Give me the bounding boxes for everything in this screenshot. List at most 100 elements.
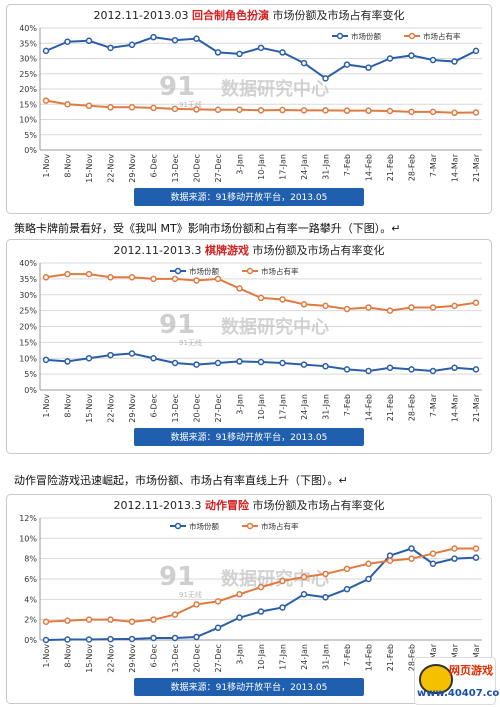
data-point <box>322 362 329 370</box>
chart-panel-3: 2012.11-2013.3 动作冒险 市场份额及市场占有率变化 0% 2% 4% 6%… <box>6 494 492 704</box>
data-point <box>193 601 200 608</box>
x-tick-label: 17-Jan <box>279 394 288 420</box>
data-point <box>236 106 243 113</box>
data-point <box>386 557 394 564</box>
data-point <box>279 577 286 585</box>
data-point <box>343 107 351 114</box>
data-point <box>64 270 71 278</box>
data-point <box>472 109 480 116</box>
legend-swatch-marker <box>408 32 416 40</box>
source-footer-text: 数据来源：91移动开放平台，2013.05 <box>171 681 328 693</box>
data-point <box>322 75 329 82</box>
x-tick-label: 24-Jan <box>300 154 309 180</box>
y-tick-label: 4% <box>24 595 37 604</box>
legend-label: 市场占有率 <box>423 31 461 41</box>
x-tick-label: 7-Feb <box>343 394 352 416</box>
x-tick-label: 27-Dec <box>214 394 223 423</box>
y-tick-label: 25% <box>19 307 37 316</box>
data-point <box>257 294 265 302</box>
data-point <box>279 106 286 114</box>
data-point <box>236 591 243 598</box>
data-point <box>42 618 50 625</box>
y-tick-label: 20% <box>19 85 37 94</box>
data-point <box>193 633 200 641</box>
x-tick-label: 29-Nov <box>128 394 137 423</box>
data-point <box>171 359 179 367</box>
data-point <box>236 614 243 621</box>
x-tick-label: 1-Nov <box>42 394 51 418</box>
data-point <box>300 107 308 114</box>
data-point <box>429 108 437 116</box>
data-point <box>107 616 114 623</box>
y-tick-label: 5% <box>24 131 37 140</box>
x-tick-label: 20-Dec <box>193 154 202 183</box>
x-tick-label: 17-Jan <box>279 644 288 670</box>
source-footer-bar <box>134 428 364 446</box>
data-point <box>279 604 286 611</box>
data-point <box>128 104 136 111</box>
x-tick-label: 20-Dec <box>193 394 202 423</box>
data-point <box>236 50 243 58</box>
watermark-text: 数据研究中心 <box>221 78 329 100</box>
data-point <box>300 361 308 368</box>
legend-label: 市场占有率 <box>261 266 299 276</box>
y-tick-label: 35% <box>19 275 37 284</box>
legend-swatch-marker <box>174 267 182 275</box>
y-tick-label: 8% <box>24 555 37 564</box>
data-point <box>408 52 415 59</box>
data-point <box>365 575 372 583</box>
data-point <box>214 275 222 283</box>
x-tick-label: 29-Nov <box>128 644 137 673</box>
data-point <box>85 636 93 643</box>
x-tick-label: 13-Dec <box>171 394 180 423</box>
watermark-logo: 91 <box>159 310 195 340</box>
data-point <box>257 608 265 615</box>
data-point <box>386 107 394 115</box>
data-point <box>343 366 351 373</box>
y-tick-label: 10% <box>19 534 37 543</box>
x-tick-label: 7-Feb <box>343 644 352 666</box>
data-point <box>386 55 394 62</box>
data-point <box>107 44 114 52</box>
data-point <box>128 618 136 625</box>
x-tick-label: 31-Jan <box>322 644 331 670</box>
data-point <box>236 358 243 365</box>
x-tick-label: 22-Nov <box>107 394 116 423</box>
data-point <box>42 636 50 644</box>
data-point <box>171 36 179 44</box>
data-point <box>128 274 136 281</box>
data-point <box>322 594 329 601</box>
data-point <box>343 305 351 313</box>
x-tick-label: 20-Dec <box>193 644 202 673</box>
data-point <box>64 101 71 108</box>
data-point <box>150 355 157 362</box>
chart-title-suffix: 市场份额及市场占有率变化 <box>269 8 405 22</box>
x-tick-label: 1-Nov <box>42 154 51 178</box>
source-footer-text: 数据来源：91移动开放平台，2013.05 <box>171 431 328 443</box>
y-tick-label: 25% <box>19 70 37 79</box>
y-tick-label: 10% <box>19 354 37 363</box>
data-point <box>193 277 200 284</box>
data-point <box>171 634 179 642</box>
data-point <box>300 59 308 67</box>
data-point <box>107 351 114 359</box>
data-point <box>451 58 458 65</box>
watermark-text: 数据研究中心 <box>221 316 329 338</box>
data-point <box>408 555 415 562</box>
data-point <box>429 304 437 311</box>
x-tick-label: 7-Mar <box>429 153 438 177</box>
chart-frame <box>6 239 492 454</box>
data-point <box>128 635 136 643</box>
data-point <box>150 634 157 642</box>
x-tick-label: 14-Feb <box>365 644 374 671</box>
data-point <box>300 591 308 598</box>
data-point <box>300 573 308 581</box>
y-tick-label: 2% <box>24 616 37 625</box>
x-tick-label: 8-Nov <box>64 154 73 178</box>
data-point <box>451 109 458 117</box>
data-point <box>214 106 222 113</box>
chart-title-suffix: 市场份额及市场占有率变化 <box>249 243 385 257</box>
corner-logo-line1: 网页游戏 <box>449 664 493 677</box>
x-tick-label: 28-Feb <box>408 644 417 671</box>
data-point <box>429 367 437 375</box>
